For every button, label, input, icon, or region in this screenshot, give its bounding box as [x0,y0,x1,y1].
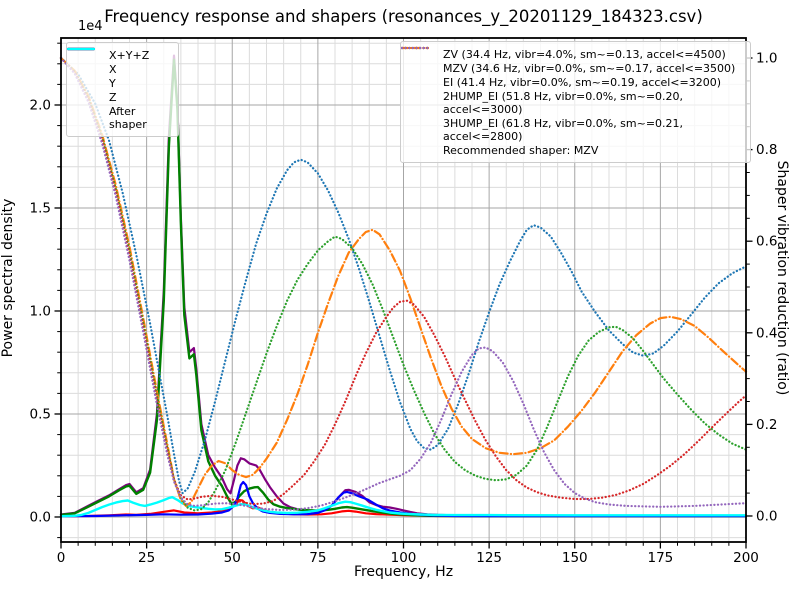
legend-swatch-solid [67,47,95,51]
legend-swatch [401,46,436,75]
series-ei [59,56,748,512]
legend-recommended-shaper: Recommended shaper: MZV [408,144,742,157]
legend-label: X+Y+Z [109,49,150,62]
legend-label: 3HUMP_EI (61.8 Hz, vibr=0.0%, sm~=0.21, … [443,117,684,143]
y-left-tick-label: 0.0 [30,509,51,525]
y-right-tick-label: 0.2 [756,417,777,433]
chart-title: Frequency response and shapers (resonanc… [104,7,703,26]
y-right-tick-label: 0.4 [756,325,777,341]
series-2hump_ei [59,56,748,506]
y-right-tick-label: 0.0 [756,508,777,524]
y-right-tick-label: 0.8 [756,142,777,158]
legend-item-psd-4: After shaper [67,47,170,131]
legend-item-shaper-4: 3HUMP_EI (61.8 Hz, vibr=0.0%, sm~=0.21, … [401,46,742,143]
legend-item-psd-3: Z [67,47,170,104]
y-left-tick-label: 0.5 [30,406,51,422]
legend-swatch [401,46,436,109]
y-left-tick-label: 2.0 [30,97,51,113]
y-right-tick-label: 0.6 [756,234,777,250]
y-axis-offset-label: 1e4 [78,19,103,34]
legend-label: MZV (34.6 Hz, vibr=0.0%, sm~=0.17, accel… [443,62,736,75]
legend-swatch [401,46,436,136]
legend-item-psd-1: X [67,47,170,76]
legend-swatch [67,47,102,76]
legend-swatch [67,47,102,104]
legend-label: Z [109,91,117,104]
legend-swatch [67,47,102,90]
legend-swatch [67,47,102,124]
x-tick-label: 75 [309,550,326,566]
x-tick-label: 0 [57,550,66,566]
legend-item-shaper-3: 2HUMP_EI (51.8 Hz, vibr=0.0%, sm~=0.20, … [401,46,742,116]
series-y [59,58,748,518]
y-left-tick-label: 1.5 [30,200,51,216]
x-tick-label: 150 [562,550,588,566]
x-tick-label: 200 [733,550,759,566]
x-tick-label: 25 [138,550,155,566]
legend-item-shaper-1: MZV (34.6 Hz, vibr=0.0%, sm~=0.17, accel… [401,46,742,75]
series-zv [59,56,748,495]
legend-item-psd-2: Y [67,47,170,90]
y-axis-label-left: Power spectral density [0,198,16,358]
x-tick-label: 100 [391,550,417,566]
legend-label: X [109,63,117,76]
x-axis-label: Frequency, Hz [353,564,454,580]
legend-label: 2HUMP_EI (51.8 Hz, vibr=0.0%, sm~=0.20, … [443,90,684,116]
legend-item-shaper-0: ZV (34.4 Hz, vibr=4.0%, sm~=0.13, accel<… [401,46,742,61]
series-3hump_ei [59,56,748,512]
y-right-tick-label: 1.0 [756,51,777,67]
series-after-shaper [59,496,748,518]
legend-swatch-dotted [401,46,429,50]
legend-item-shaper-2: EI (41.4 Hz, vibr=0.0%, sm~=0.19, accel<… [401,46,742,89]
legend-psd: X+Y+Z X Y Z After shaper [66,42,179,137]
legend-shapers: ZV (34.4 Hz, vibr=4.0%, sm~=0.13, accel<… [400,41,751,163]
legend-label: EI (41.4 Hz, vibr=0.0%, sm~=0.19, accel<… [443,76,721,89]
recommended-shaper-text: Recommended shaper: MZV [443,144,599,157]
legend-label: ZV (34.4 Hz, vibr=4.0%, sm~=0.13, accel<… [443,48,726,61]
x-tick-label: 50 [224,550,241,566]
legend-swatch [401,46,436,89]
y-axis-label-right: Shaper vibration reduction (ratio) [774,160,790,396]
legend-label: Y [109,77,116,90]
legend-label: After shaper [109,105,147,131]
x-tick-label: 125 [476,550,502,566]
y-left-tick-label: 1.0 [30,303,51,319]
x-tick-label: 175 [647,550,673,566]
